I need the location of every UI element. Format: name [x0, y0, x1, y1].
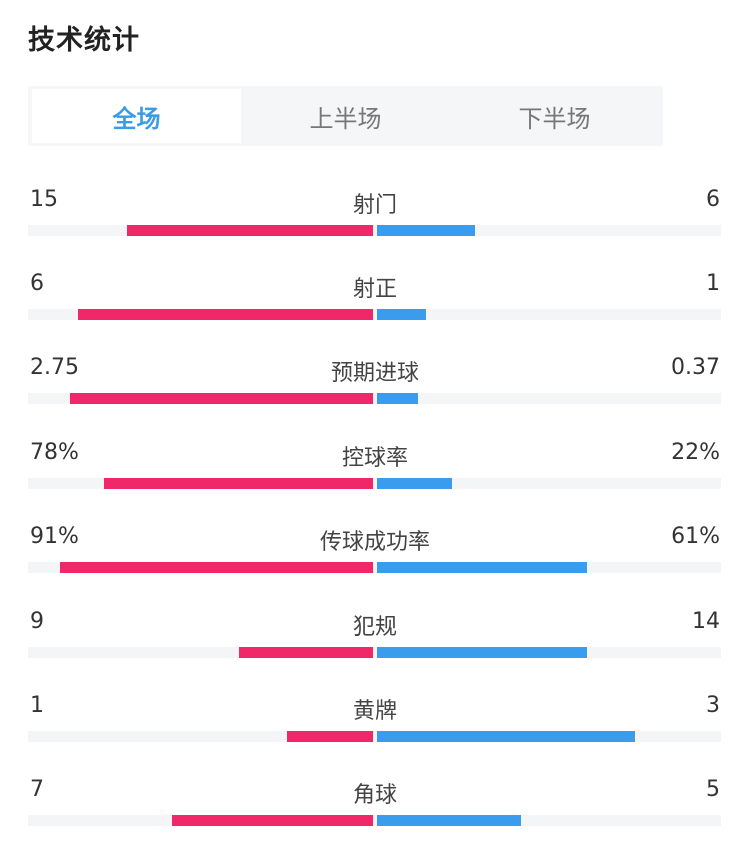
home-bar [127, 225, 373, 236]
stat-row: 91% 传球成功率 61% [0, 524, 750, 608]
stat-label: 控球率 [341, 446, 408, 471]
home-bar [70, 393, 373, 404]
away-value: 14 [692, 609, 720, 634]
stat-track [28, 647, 721, 658]
stat-label: 预期进球 [330, 361, 419, 386]
home-value: 78% [30, 440, 79, 465]
tab-full-match[interactable]: 全场 [32, 89, 241, 143]
stat-label: 射门 [352, 193, 397, 218]
home-bar [78, 309, 373, 320]
stat-track [28, 478, 721, 489]
away-value: 6 [706, 187, 720, 212]
away-bar [377, 393, 418, 404]
away-bar [377, 309, 426, 320]
away-bar [377, 225, 475, 236]
stat-row: 15 射门 6 [0, 187, 750, 271]
away-bar [377, 478, 452, 489]
page-title: 技术统计 [28, 25, 140, 56]
stat-track [28, 393, 721, 404]
away-bar [377, 815, 521, 826]
home-bar [287, 731, 373, 742]
stat-row: 2.75 预期进球 0.37 [0, 355, 750, 439]
home-bar [239, 647, 373, 658]
home-bar [104, 478, 373, 489]
away-bar [377, 562, 587, 573]
home-value: 9 [30, 609, 44, 634]
away-bar [377, 647, 587, 658]
stat-track [28, 815, 721, 826]
stat-label: 角球 [352, 783, 397, 808]
period-tabs: 全场 上半场 下半场 [28, 86, 663, 146]
home-value: 15 [30, 187, 58, 212]
away-value: 61% [671, 524, 720, 549]
stat-row: 78% 控球率 22% [0, 440, 750, 524]
away-value: 22% [671, 440, 720, 465]
stat-row: 7 角球 5 [0, 777, 750, 857]
stat-label: 射正 [352, 277, 397, 302]
tab-second-half[interactable]: 下半场 [518, 104, 591, 133]
tab-first-half[interactable]: 上半场 [309, 104, 382, 133]
home-value: 7 [30, 777, 44, 802]
away-value: 0.37 [671, 355, 720, 380]
stat-track [28, 225, 721, 236]
stat-row: 1 黄牌 3 [0, 693, 750, 777]
stat-row: 6 射正 1 [0, 271, 750, 355]
stat-track [28, 731, 721, 742]
home-value: 91% [30, 524, 79, 549]
stat-label: 犯规 [352, 615, 397, 640]
stat-label: 传球成功率 [319, 530, 430, 555]
stat-label: 黄牌 [352, 699, 397, 724]
away-bar [377, 731, 635, 742]
away-value: 1 [706, 271, 720, 296]
stat-track [28, 562, 721, 573]
home-bar [172, 815, 373, 826]
home-value: 2.75 [30, 355, 79, 380]
home-bar [60, 562, 373, 573]
stat-track [28, 309, 721, 320]
home-value: 1 [30, 693, 44, 718]
stat-row: 9 犯规 14 [0, 609, 750, 693]
home-value: 6 [30, 271, 44, 296]
away-value: 5 [706, 777, 720, 802]
away-value: 3 [706, 693, 720, 718]
